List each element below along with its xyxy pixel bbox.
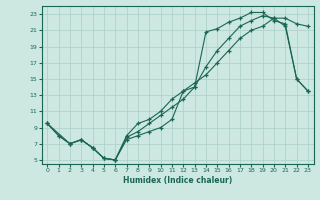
X-axis label: Humidex (Indice chaleur): Humidex (Indice chaleur) [123, 176, 232, 185]
